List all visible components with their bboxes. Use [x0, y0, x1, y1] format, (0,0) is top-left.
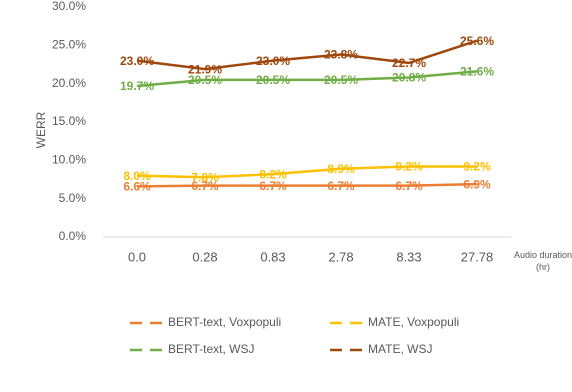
- series-line: [136, 182, 478, 188]
- y-tick-label: 15.0%: [52, 114, 86, 128]
- data-label: 23.0%: [120, 54, 154, 68]
- data-label: 9.2%: [395, 160, 423, 174]
- y-tick-label: 25.0%: [52, 38, 86, 52]
- y-axis-label: WERR: [34, 111, 48, 148]
- data-label: 20.5%: [256, 73, 290, 87]
- series-line: [136, 70, 478, 88]
- y-tick-label: 5.0%: [59, 191, 87, 205]
- series-line: [136, 165, 477, 179]
- data-label: 19.7%: [120, 79, 154, 93]
- legend-label: BERT-text, WSJ: [168, 342, 254, 356]
- data-label: 20.5%: [324, 73, 358, 87]
- data-label: 21.6%: [460, 65, 494, 79]
- x-tick-label: 27.78: [461, 249, 494, 264]
- x-tick-label: 0.83: [260, 249, 285, 264]
- y-tick-label: 20.0%: [52, 76, 86, 90]
- x-tick-label: 0.0: [128, 249, 146, 264]
- data-label: 6.7%: [327, 179, 355, 193]
- data-label: 23.8%: [324, 48, 358, 62]
- series-line: [136, 39, 478, 71]
- data-label: 7.8%: [191, 170, 219, 184]
- x-axis-label: Audio duration (hr): [513, 250, 572, 272]
- data-label: 6.7%: [395, 179, 423, 193]
- data-label: 20.5%: [188, 73, 222, 87]
- legend-label: MATE, Voxpopuli: [368, 315, 459, 329]
- x-tick-label: 2.78: [328, 249, 353, 264]
- data-label: 23.0%: [256, 54, 290, 68]
- x-tick-label: 0.28: [192, 249, 217, 264]
- data-label: 25.6%: [460, 34, 494, 48]
- data-label: 8.9%: [327, 162, 355, 176]
- data-label: 20.8%: [392, 71, 426, 85]
- y-tick-label: 30.0%: [52, 0, 86, 13]
- data-label: 6.9%: [463, 177, 491, 191]
- data-label: 6.7%: [259, 179, 287, 193]
- data-label: 8.2%: [259, 167, 287, 181]
- legend-label: MATE, WSJ: [368, 342, 432, 356]
- y-tick-label: 0.0%: [59, 229, 87, 243]
- data-label: 21.9%: [188, 62, 222, 76]
- legend-label: BERT-text, Voxpopuli: [168, 315, 281, 329]
- data-label: 6.7%: [191, 179, 219, 193]
- data-label: 8.0%: [123, 169, 151, 183]
- data-label: 6.6%: [123, 180, 151, 194]
- data-label: 22.7%: [392, 56, 426, 70]
- x-tick-label: 8.33: [396, 249, 421, 264]
- data-label: 9.2%: [463, 160, 491, 174]
- y-tick-label: 10.0%: [52, 153, 86, 167]
